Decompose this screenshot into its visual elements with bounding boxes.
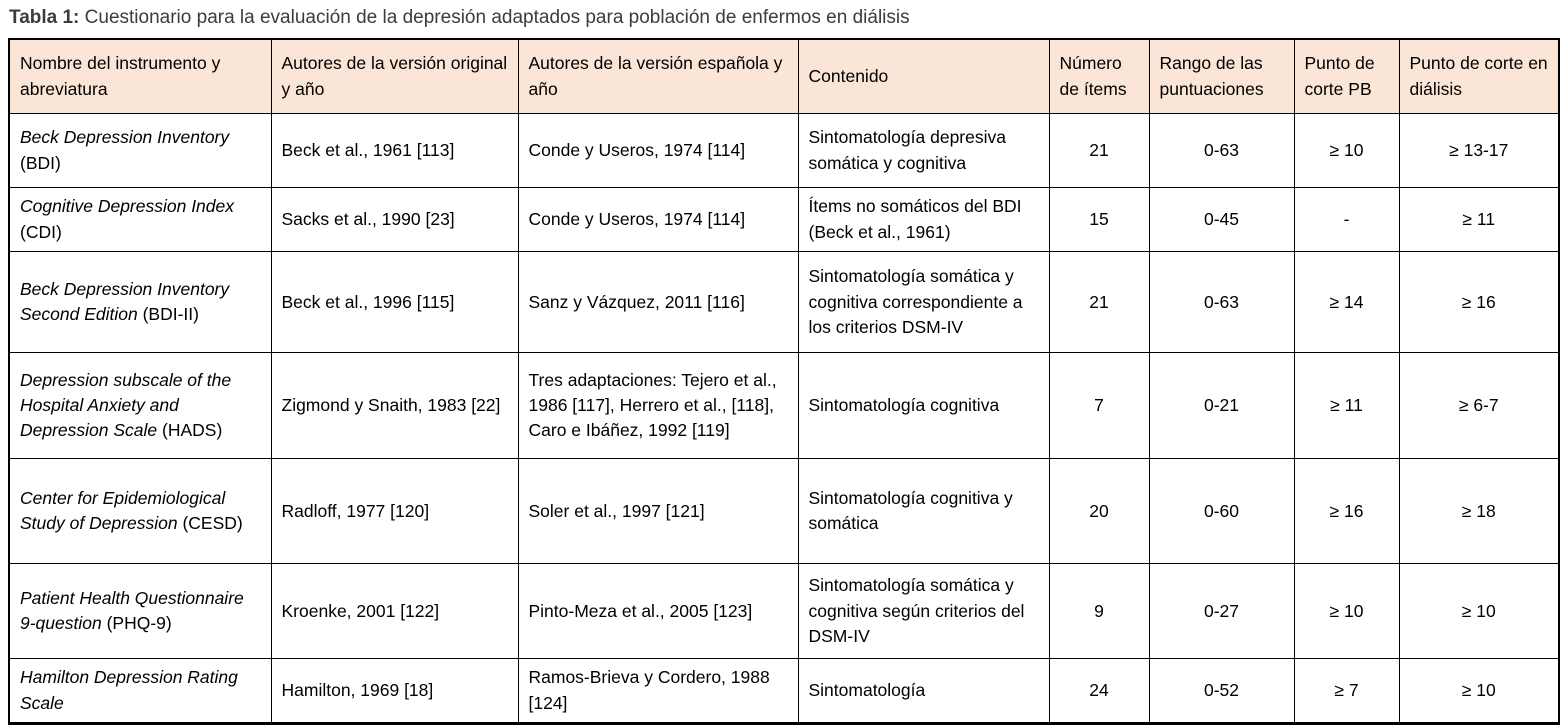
instrument-name: Cognitive Depression Index [20,196,235,217]
cell-cutoff-dialysis: ≥ 18 [1398,458,1560,565]
cell-authors-original: Hamilton, 1969 [18] [270,658,519,724]
cell-cutoff-dialysis: ≥ 10 [1398,563,1560,660]
cell-authors-spanish: Soler et al., 1997 [121] [517,458,799,565]
col-header-authors-spanish: Autores de la versión española y año [517,38,799,115]
table-body: Beck Depression Inventory (BDI) Beck et … [8,113,1560,724]
cell-authors-original: Kroenke, 2001 [122] [270,563,519,660]
cell-content: Sintomatología somática y cognitiva segú… [797,563,1050,660]
col-header-items: Número de ítems [1048,38,1150,115]
cell-items: 21 [1048,113,1150,189]
table-row: Beck Depression Inventory Second Edition… [8,251,1560,354]
questionnaires-table: Nombre del instrumento y abreviatura Aut… [8,37,1560,725]
cell-cutoff-dialysis: ≥ 10 [1398,658,1560,724]
cell-content: Sintomatología depresiva somática y cogn… [797,113,1050,189]
table-row: Patient Health Questionnaire 9-question … [8,563,1560,660]
cell-authors-original: Radloff, 1977 [120] [270,458,519,565]
cell-items: 20 [1048,458,1150,565]
cell-content: Sintomatología cognitiva [797,352,1050,460]
cell-cutoff-pb: ≥ 16 [1293,458,1400,565]
cell-range: 0-63 [1148,251,1295,354]
cell-range: 0-21 [1148,352,1295,460]
table-caption-label: Tabla 1: [9,7,80,28]
col-header-cutoff-dialysis: Punto de corte en diálisis [1398,38,1560,115]
cell-range: 0-45 [1148,187,1295,253]
table-row: Center for Epidemiological Study of Depr… [8,458,1560,565]
cell-items: 24 [1048,658,1150,724]
cell-instrument: Beck Depression Inventory (BDI) [8,113,272,189]
cell-range: 0-60 [1148,458,1295,565]
cell-authors-original: Beck et al., 1996 [115] [270,251,519,354]
instrument-abbr: (BDI-II) [142,304,199,325]
instrument-name: Beck Depression Inventory [20,127,230,148]
cell-content: Sintomatología somática y cognitiva corr… [797,251,1050,354]
cell-authors-original: Zigmond y Snaith, 1983 [22] [270,352,519,460]
instrument-abbr: (PHQ-9) [106,613,172,634]
instrument-abbr: (HADS) [162,420,223,441]
instrument-abbr: (BDI) [20,152,61,173]
instrument-name: Hamilton Depression Rating Scale [20,667,238,713]
cell-items: 7 [1048,352,1150,460]
cell-authors-spanish: Conde y Useros, 1974 [114] [517,113,799,189]
cell-cutoff-pb: ≥ 10 [1293,113,1400,189]
cell-cutoff-pb: ≥ 14 [1293,251,1400,354]
cell-authors-spanish: Ramos-Brieva y Cordero, 1988 [124] [517,658,799,724]
cell-cutoff-dialysis: ≥ 16 [1398,251,1560,354]
cell-instrument: Center for Epidemiological Study of Depr… [8,458,272,565]
cell-cutoff-pb: ≥ 10 [1293,563,1400,660]
cell-items: 9 [1048,563,1150,660]
table-row: Depression subscale of the Hospital Anxi… [8,352,1560,460]
instrument-name: Depression subscale of the Hospital Anxi… [20,369,232,441]
cell-range: 0-27 [1148,563,1295,660]
table-row: Beck Depression Inventory (BDI) Beck et … [8,113,1560,189]
cell-cutoff-pb: - [1293,187,1400,253]
instrument-name: Beck Depression Inventory Second Edition [20,278,230,325]
header-row: Nombre del instrumento y abreviatura Aut… [8,38,1560,115]
col-header-range: Rango de las puntuaciones [1148,38,1295,115]
cell-items: 21 [1048,251,1150,354]
cell-cutoff-dialysis: ≥ 6-7 [1398,352,1560,460]
cell-cutoff-dialysis: ≥ 11 [1398,187,1560,253]
table-row: Cognitive Depression Index (CDI) Sacks e… [8,187,1560,253]
table-caption-text: Cuestionario para la evaluación de la de… [84,7,910,28]
cell-content: Sintomatología [797,658,1050,724]
cell-authors-spanish: Conde y Useros, 1974 [114] [517,187,799,253]
instrument-abbr: (CDI) [20,221,62,242]
cell-cutoff-pb: ≥ 11 [1293,352,1400,460]
table-row: Hamilton Depression Rating Scale Hamilto… [8,658,1560,724]
cell-authors-spanish: Tres adaptaciones: Tejero et al., 1986 [… [517,352,799,460]
cell-cutoff-dialysis: ≥ 13-17 [1398,113,1560,189]
col-header-cutoff-pb: Punto de corte PB [1293,38,1400,115]
cell-content: Sintomatología cognitiva y somática [797,458,1050,565]
cell-instrument: Depression subscale of the Hospital Anxi… [8,352,272,460]
instrument-name: Center for Epidemiological Study of Depr… [20,487,226,534]
instrument-abbr: (CESD) [182,513,243,534]
cell-authors-spanish: Sanz y Vázquez, 2011 [116] [517,251,799,354]
col-header-content: Contenido [797,38,1050,115]
table-header: Nombre del instrumento y abreviatura Aut… [8,38,1560,115]
cell-cutoff-pb: ≥ 7 [1293,658,1400,724]
cell-instrument: Patient Health Questionnaire 9-question … [8,563,272,660]
cell-range: 0-63 [1148,113,1295,189]
cell-authors-original: Sacks et al., 1990 [23] [270,187,519,253]
cell-authors-spanish: Pinto-Meza et al., 2005 [123] [517,563,799,660]
table-caption: Tabla 1: Cuestionario para la evaluación… [9,6,1558,30]
cell-instrument: Beck Depression Inventory Second Edition… [8,251,272,354]
col-header-instrument: Nombre del instrumento y abreviatura [8,38,272,115]
cell-instrument: Hamilton Depression Rating Scale [8,658,272,724]
cell-authors-original: Beck et al., 1961 [113] [270,113,519,189]
cell-items: 15 [1048,187,1150,253]
cell-range: 0-52 [1148,658,1295,724]
cell-instrument: Cognitive Depression Index (CDI) [8,187,272,253]
cell-content: Ítems no somáticos del BDI (Beck et al.,… [797,187,1050,253]
col-header-authors-original: Autores de la versión original y año [270,38,519,115]
instrument-name: Patient Health Questionnaire 9-question [20,587,244,634]
